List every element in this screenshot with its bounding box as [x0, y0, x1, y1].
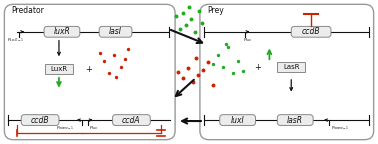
- Point: [210, 63, 216, 65]
- Point: [225, 46, 231, 49]
- Point: [180, 77, 186, 79]
- Text: $P_{lux}$: $P_{lux}$: [243, 37, 252, 44]
- FancyBboxPatch shape: [5, 4, 175, 140]
- Point: [118, 66, 124, 68]
- Point: [105, 72, 112, 74]
- Point: [186, 6, 192, 8]
- Point: [240, 70, 246, 72]
- Point: [193, 57, 199, 59]
- FancyBboxPatch shape: [45, 64, 73, 74]
- Point: [113, 76, 119, 78]
- Text: lasI: lasI: [109, 27, 122, 36]
- Point: [199, 22, 205, 24]
- FancyBboxPatch shape: [200, 4, 373, 140]
- Point: [210, 84, 216, 86]
- FancyBboxPatch shape: [277, 62, 305, 72]
- Point: [215, 54, 221, 56]
- Text: Prey: Prey: [207, 6, 224, 15]
- Text: LasR: LasR: [283, 64, 299, 70]
- Text: luxI: luxI: [231, 115, 245, 125]
- FancyBboxPatch shape: [44, 26, 80, 37]
- Point: [223, 42, 229, 45]
- Text: luxR: luxR: [54, 27, 70, 36]
- Point: [220, 66, 226, 68]
- Text: lasR: lasR: [287, 115, 303, 125]
- Text: +: +: [254, 63, 261, 72]
- Point: [196, 10, 202, 12]
- Point: [97, 52, 103, 55]
- Text: ccdB: ccdB: [302, 27, 321, 36]
- Point: [125, 48, 132, 51]
- Text: ccdA: ccdA: [122, 115, 141, 125]
- Text: ccdB: ccdB: [31, 115, 50, 125]
- Point: [235, 60, 241, 62]
- Point: [110, 54, 116, 56]
- Point: [173, 15, 179, 17]
- Point: [192, 31, 198, 33]
- Text: $P_{LasO-1}$: $P_{LasO-1}$: [7, 37, 24, 44]
- Point: [183, 24, 189, 26]
- FancyBboxPatch shape: [220, 115, 256, 125]
- Point: [230, 72, 236, 74]
- Text: $P_{lux}$: $P_{lux}$: [89, 125, 98, 132]
- Text: LuxR: LuxR: [50, 66, 68, 72]
- FancyBboxPatch shape: [113, 115, 150, 125]
- Point: [190, 81, 196, 83]
- Text: +: +: [85, 65, 92, 74]
- Text: Predator: Predator: [11, 6, 44, 15]
- Point: [177, 28, 183, 30]
- Point: [205, 61, 211, 63]
- FancyBboxPatch shape: [291, 26, 331, 37]
- Point: [180, 12, 186, 14]
- Point: [200, 69, 206, 71]
- FancyBboxPatch shape: [277, 115, 313, 125]
- Text: $P_{lasrne-1}$: $P_{lasrne-1}$: [56, 125, 74, 132]
- Point: [101, 60, 107, 62]
- Point: [185, 67, 191, 69]
- FancyBboxPatch shape: [21, 115, 59, 125]
- Point: [195, 74, 201, 76]
- Point: [175, 71, 181, 73]
- Text: $P_{lasrne-1}$: $P_{lasrne-1}$: [331, 125, 349, 132]
- Point: [188, 18, 194, 20]
- FancyBboxPatch shape: [99, 26, 132, 37]
- Point: [122, 58, 129, 60]
